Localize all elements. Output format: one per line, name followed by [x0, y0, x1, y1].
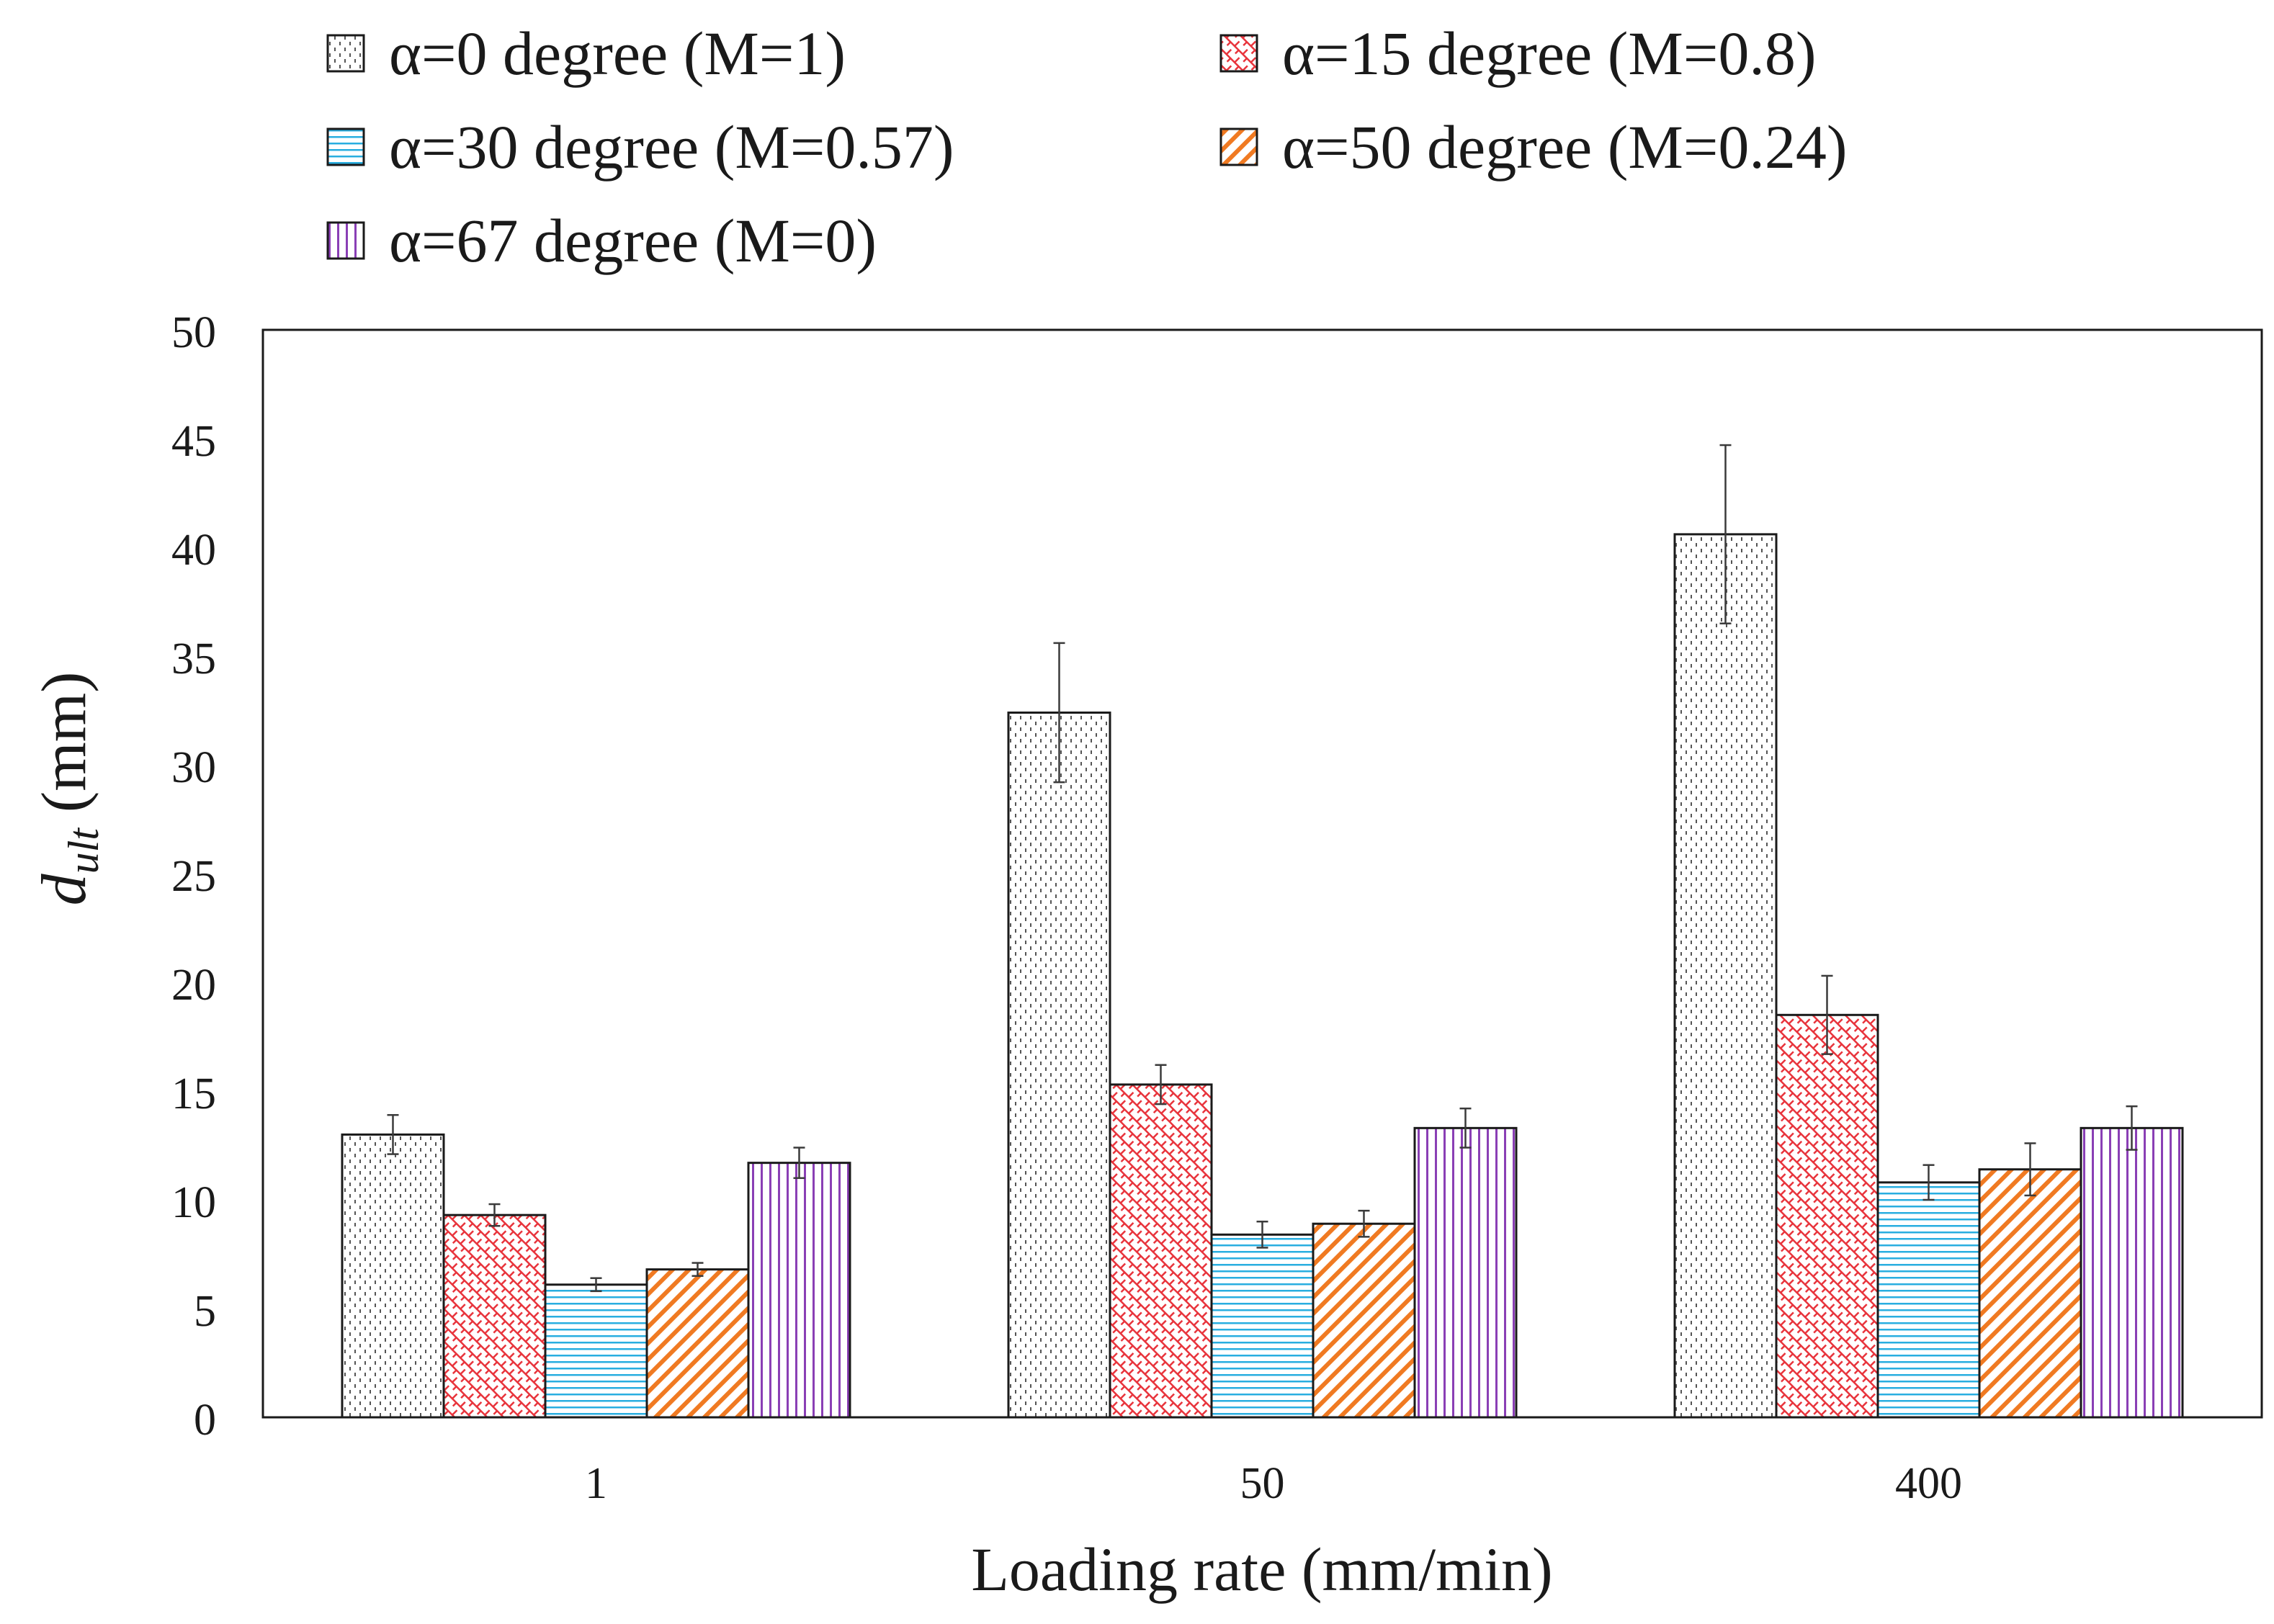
bar-vertical-1 — [747, 1162, 851, 1419]
bar-dots-50 — [1007, 712, 1111, 1419]
y-tick-label: 45 — [171, 417, 216, 466]
legend-label: α=30 degree (M=0.57) — [389, 112, 954, 181]
bar-crosshatch-50 — [1109, 1083, 1213, 1419]
y-tick-label: 30 — [171, 743, 216, 792]
error-bar — [387, 1113, 399, 1155]
error-bar — [793, 1147, 805, 1180]
x-axis-label: Loading rate (mm/min) — [971, 1535, 1552, 1604]
legend-swatch — [1219, 127, 1258, 166]
y-tick-label: 50 — [171, 308, 216, 357]
legend-label: α=50 degree (M=0.24) — [1282, 112, 1847, 181]
error-bar — [1821, 974, 1833, 1055]
y-tick-label: 10 — [171, 1178, 216, 1227]
error-bar — [1256, 1220, 1268, 1249]
legend-swatch — [326, 221, 365, 260]
y-tick-label: 0 — [194, 1396, 216, 1445]
y-tick-label: 25 — [171, 852, 216, 901]
error-bar — [488, 1203, 501, 1227]
bar-diagonal-50 — [1312, 1222, 1416, 1419]
y-tick-label: 40 — [171, 526, 216, 575]
x-tick-label: 400 — [1895, 1459, 1962, 1508]
y-axis: 0 5 10 15 20 25 30 35 40 45 50 — [171, 308, 216, 1445]
bar-vertical-50 — [1413, 1126, 1518, 1419]
y-tick-label: 35 — [171, 634, 216, 683]
bar-horizontal-400 — [1876, 1181, 1981, 1419]
bar-crosshatch-400 — [1775, 1013, 1879, 1419]
error-bar — [1053, 642, 1065, 784]
legend-item: α=50 degree (M=0.24) — [1219, 112, 1847, 181]
y-axis-label-sub: ult — [60, 827, 107, 874]
y-axis-label-unit: (mm) — [30, 672, 99, 829]
legend-item: α=0 degree (M=1) — [326, 19, 846, 88]
legend-label: α=0 degree (M=1) — [389, 19, 846, 88]
legend-swatch — [1219, 34, 1258, 73]
x-axis: 1 50 400 — [585, 1459, 1962, 1508]
error-bar — [590, 1277, 602, 1293]
y-axis-label: dult (mm) — [30, 672, 107, 906]
legend-label: α=67 degree (M=0) — [389, 206, 877, 275]
error-bar — [1719, 444, 1732, 624]
bar-dots-400 — [1673, 533, 1778, 1419]
y-tick-label: 5 — [194, 1287, 216, 1336]
y-tick-label: 20 — [171, 961, 216, 1010]
bar-crosshatch-1 — [442, 1213, 547, 1419]
error-bar — [1358, 1209, 1370, 1238]
error-bar — [1155, 1064, 1167, 1105]
legend-item: α=67 degree (M=0) — [326, 206, 877, 275]
error-bar — [1922, 1164, 1935, 1201]
legend-item: α=30 degree (M=0.57) — [326, 112, 954, 181]
legend-item: α=15 degree (M=0.8) — [1219, 19, 1816, 88]
bar-vertical-400 — [2080, 1126, 2184, 1419]
error-bar — [691, 1262, 704, 1277]
error-bar — [1459, 1107, 1472, 1149]
legend-label: α=15 degree (M=0.8) — [1282, 19, 1816, 88]
legend-swatch — [326, 127, 365, 166]
bar-diagonal-1 — [645, 1268, 750, 1419]
bars — [341, 444, 2184, 1419]
error-bar — [2024, 1142, 2036, 1197]
bar-diagonal-400 — [1978, 1168, 2082, 1419]
bar-horizontal-1 — [544, 1283, 648, 1419]
x-tick-label: 1 — [585, 1459, 607, 1508]
bar-horizontal-50 — [1210, 1233, 1315, 1419]
y-tick-label: 15 — [171, 1069, 216, 1118]
legend: α=0 degree (M=1) α=15 degree (M=0.8) α=30 … — [326, 19, 1847, 275]
svg-text:dult (mm): dult (mm) — [30, 672, 107, 906]
x-tick-label: 50 — [1240, 1459, 1285, 1508]
legend-swatch — [326, 34, 365, 73]
error-bar — [2126, 1105, 2138, 1151]
y-axis-label-main: d — [30, 873, 99, 905]
bar-dots-1 — [341, 1133, 445, 1419]
